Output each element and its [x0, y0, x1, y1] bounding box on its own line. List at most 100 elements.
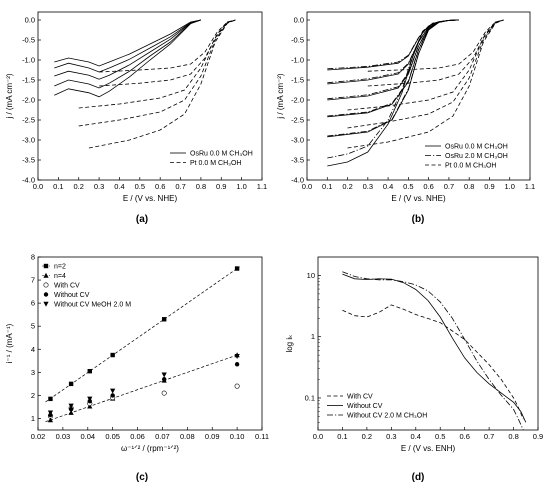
panel-2: 0.02 0.03 0.04 0.05 0.06 0.07 0.08 0.09 0.10 0.11… [5, 253, 269, 484]
y-tick-label: -2.0 [22, 96, 35, 105]
x-tick-label: 0.0 [313, 432, 323, 441]
y-tick-label: 3 [31, 368, 35, 377]
legend-label: Pt 0.0 M CH₃OH [445, 163, 496, 170]
point-circle-filled [161, 377, 167, 382]
y-tick-label: 1 [311, 332, 315, 341]
x-tick-label: 1.0 [505, 182, 515, 191]
x-tick-label: 0.8 [508, 432, 518, 441]
y-tick-label: 0.1 [305, 393, 315, 402]
panel-label: (a) [136, 214, 148, 225]
x-tick-label: 0.6 [155, 182, 165, 191]
series-line-2 [327, 19, 460, 101]
series-line-16 [347, 19, 504, 149]
plot-frame [306, 11, 531, 181]
series-line-8 [327, 19, 460, 100]
x-tick-label: 0.0 [302, 182, 312, 191]
point-square [87, 368, 92, 374]
x-tick-label: 0.3 [363, 182, 373, 191]
y-tick-label: 0.0 [294, 16, 304, 25]
point-circle-open [234, 383, 240, 389]
y-tick-label: -1.5 [22, 76, 35, 85]
panel-label: (b) [412, 214, 425, 225]
fit-line-0 [45, 266, 240, 403]
series-line-2 [342, 271, 524, 431]
plot-frame [317, 256, 539, 431]
y-tick-label: 8 [31, 253, 35, 262]
x-tick-label: 0.2 [342, 182, 352, 191]
x-tick-label: 0.3 [94, 182, 104, 191]
point-square [234, 266, 240, 271]
x-tick-label: 0.1 [322, 182, 332, 191]
x-tick-label: 0.10 [230, 432, 245, 441]
legend-label: Without CV MeOH 2.0 M [54, 302, 131, 309]
point-circle-filled [43, 292, 49, 297]
series-line-7 [327, 19, 460, 84]
point-circle-filled [234, 362, 240, 367]
point-square [68, 381, 74, 387]
legend-label: Without CV [347, 403, 383, 410]
legend: With CV Without CV Without CV 2.0 M CH₃OH [327, 394, 427, 420]
x-tick-label: 0.6 [423, 182, 433, 191]
series-line-9 [88, 19, 236, 149]
x-tick-label: 0.9 [533, 432, 543, 441]
point-triangle-down [68, 403, 74, 409]
legend-label: n=4 [54, 273, 66, 280]
panel-label: (c) [136, 472, 148, 483]
x-tick-label: 0.09 [205, 432, 220, 441]
series-line-6 [327, 19, 460, 70]
y-tick-label: -3.5 [291, 156, 304, 165]
series-line-0 [54, 19, 201, 67]
series-line-1 [54, 19, 201, 73]
legend-label: With CV [54, 283, 80, 290]
x-tick-label: 0.5 [435, 432, 445, 441]
point-circle-filled [110, 393, 115, 398]
y-tick-label: -3.0 [22, 136, 35, 145]
y-tick-label: 5 [31, 322, 35, 331]
legend: OsRu 0.0 M CH₃OH OsRu 2.0 M CH₃OH Pt 0.0 M… [425, 144, 508, 170]
x-tick-label: 0.06 [130, 432, 145, 441]
series-line-1 [327, 19, 460, 85]
y-tick-label: -4.0 [22, 176, 35, 185]
x-tick-label: 0.02 [31, 432, 46, 441]
x-tick-label: 0.4 [114, 182, 124, 191]
y-tick-label: 6 [31, 299, 35, 308]
x-tick-label: 1.1 [525, 182, 535, 191]
point-square [43, 263, 49, 269]
x-tick-label: 0.4 [383, 182, 393, 191]
x-tick-label: 0.1 [337, 432, 347, 441]
x-tick-label: 0.1 [53, 182, 63, 191]
y-tick-label: 4 [31, 345, 35, 354]
x-tick-label: 0.6 [459, 432, 469, 441]
point-triangle-up [43, 272, 49, 278]
series-line-4 [54, 19, 202, 98]
y-tick-label: -0.5 [291, 36, 304, 45]
y-tick-label: 1 [31, 414, 35, 423]
x-tick-label: 0.7 [444, 182, 454, 191]
series-line-5 [327, 19, 460, 167]
fit-line-1 [45, 353, 240, 423]
point-triangle-down [43, 301, 49, 307]
y-tick-label: -0.5 [22, 36, 35, 45]
y-tick-label: 2 [31, 391, 35, 400]
x-tick-label: 0.9 [484, 182, 494, 191]
panel-label: (d) [412, 472, 425, 483]
x-tick-label: 0.5 [135, 182, 145, 191]
point-triangle-down [110, 388, 116, 394]
point-square [161, 317, 167, 322]
point-square [110, 352, 115, 358]
point-square [48, 396, 53, 402]
x-tick-label: 0.05 [105, 432, 120, 441]
series-line-3 [54, 19, 202, 89]
series-line-6 [99, 19, 236, 87]
x-tick-label: 0.11 [255, 432, 269, 441]
y-tick-label: -1.0 [291, 56, 304, 65]
y-tick-label: -3.0 [291, 136, 304, 145]
legend-label: Pt 0.0 M CH₃OH [190, 160, 241, 167]
legend-label: n=2 [54, 264, 66, 271]
y-tick-label: -2.5 [291, 116, 304, 125]
x-tick-label: 0.8 [196, 182, 206, 191]
point-triangle-up [68, 409, 74, 415]
legend-label: Without CV [54, 292, 90, 299]
legend-label: With CV [347, 394, 373, 401]
x-axis-label: ω⁻¹ᐟ² / (rpm⁻¹ᐟ²) [121, 444, 179, 453]
